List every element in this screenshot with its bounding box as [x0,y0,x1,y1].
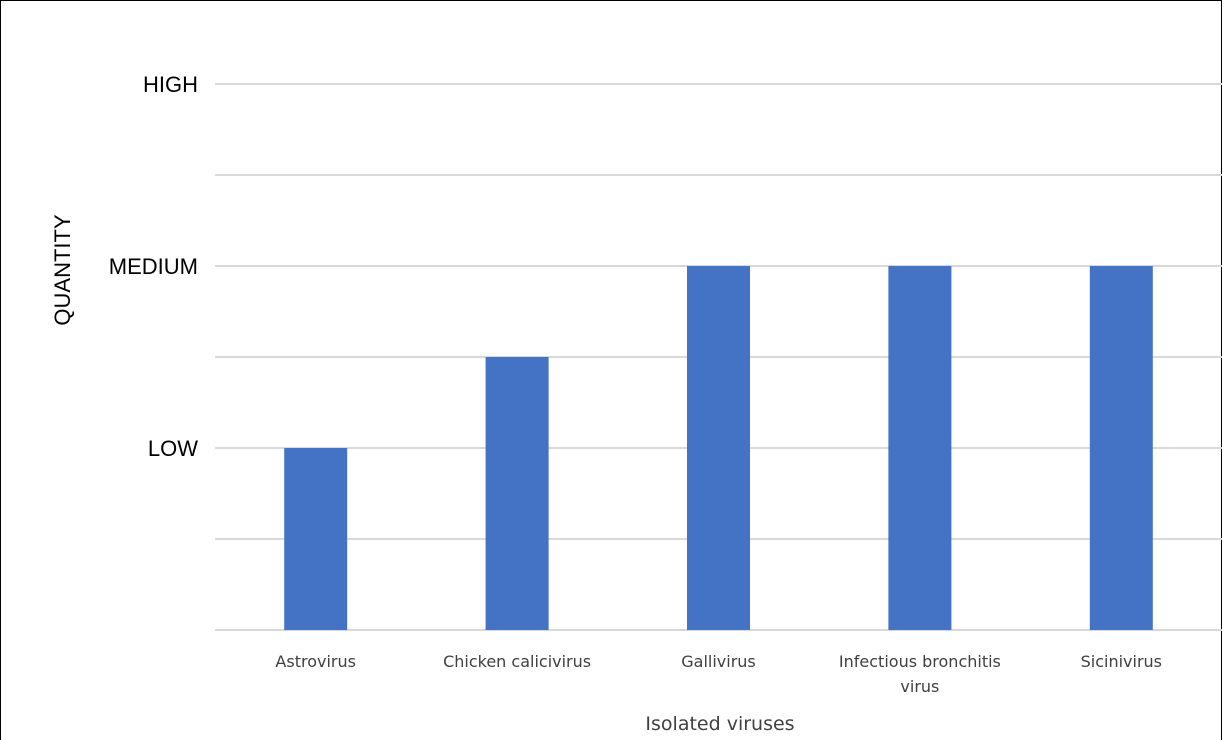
bar [888,266,952,630]
y-tick-labels: LOW MEDIUM HIGH [109,72,198,461]
bar [284,448,348,630]
y-tick-label: MEDIUM [109,254,198,279]
x-category-label: Infectious bronchitis virus [839,652,1001,696]
x-category-labels: Astrovirus Chicken calicivirus Gallivirus I… [275,652,1162,696]
x-category-label: Gallivirus [681,652,756,671]
bars [284,266,1153,630]
y-tick-label: LOW [148,436,198,461]
x-category-label: Astrovirus [275,652,356,671]
x-category-label: Sicinivirus [1081,652,1162,671]
bar [1089,266,1153,630]
y-axis-title: QUANTITY [50,214,75,326]
bar [687,266,750,630]
bar [485,357,549,630]
x-axis-title: Isolated viruses [645,713,794,735]
x-category-label: Chicken calicivirus [443,652,591,671]
y-tick-label: HIGH [143,72,198,97]
